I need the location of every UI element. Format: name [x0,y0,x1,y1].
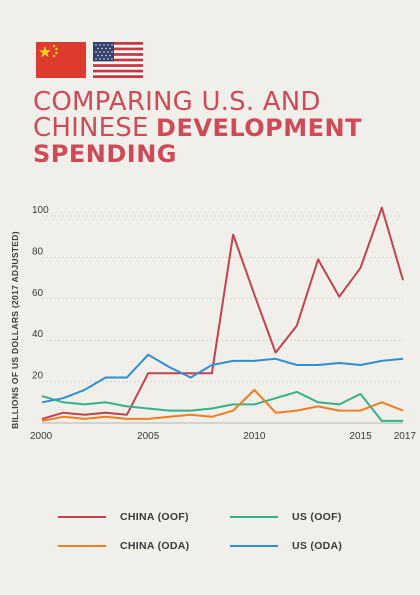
title-line-2-bold: DEVELOPMENT [156,114,362,142]
series-line-us-oda [41,353,404,404]
y-axis-label: BILLIONS OF US DOLLARS (2017 ADJUSTED) [10,231,20,429]
flags-row [36,42,146,78]
y-tick-label-20: 20 [32,371,44,382]
legend-label-china-oda: CHINA (ODA) [120,540,190,552]
series-lines [41,206,404,422]
x-tick-label-2017: 2017 [394,431,417,442]
y-tick-label-40: 40 [32,329,44,340]
x-tick-labels: 2000 2005 2010 2015 2017 [30,431,416,442]
y-tick-labels: 20 40 60 80 100 [32,205,49,382]
y-tick-label-100: 100 [32,205,49,216]
legend-swatch-china-oof [58,516,106,518]
legend-label-china-oof: CHINA (OOF) [120,511,189,523]
legend-swatch-us-oda [230,545,278,547]
legend: CHINA (OOF) US (OOF) CHINA (ODA) US (ODA… [0,500,420,560]
x-tick-label-2005: 2005 [137,431,160,442]
x-tick-label-2015: 2015 [349,431,372,442]
legend-label-us-oda: US (ODA) [292,540,343,552]
legend-swatch-us-oof [230,516,278,518]
title-line-3: SPENDING [33,140,177,168]
line-chart: 20 40 60 80 100 2000 2005 2010 2015 2017 BILLION… [10,205,416,442]
legend-item-china-oof: CHINA (OOF) [58,509,189,525]
title-line-2: CHINESE DEVELOPMENT [33,115,413,141]
title-line-2-thin: CHINESE [33,113,149,143]
title-line-1: COMPARING U.S. AND [33,87,321,117]
legend-item-us-oof: US (OOF) [230,509,342,525]
y-tick-label-60: 60 [32,288,44,299]
page-title: COMPARING U.S. AND CHINESE DEVELOPMENT S… [33,89,413,167]
x-tick-label-2010: 2010 [243,431,266,442]
legend-item-china-oda: CHINA (ODA) [58,538,189,554]
y-tick-label-80: 80 [32,246,44,257]
series-line-china-oof [41,206,404,420]
us-flag-icon [93,42,143,78]
legend-swatch-china-oda [58,545,106,547]
x-tick-label-2000: 2000 [30,431,53,442]
grid-lines [42,215,403,424]
legend-item-us-oda: US (ODA) [230,538,342,554]
legend-label-us-oof: US (OOF) [292,511,342,523]
series-line-us-oof [41,390,403,422]
series-line-china-oda [41,388,404,422]
china-flag-icon [36,42,86,78]
